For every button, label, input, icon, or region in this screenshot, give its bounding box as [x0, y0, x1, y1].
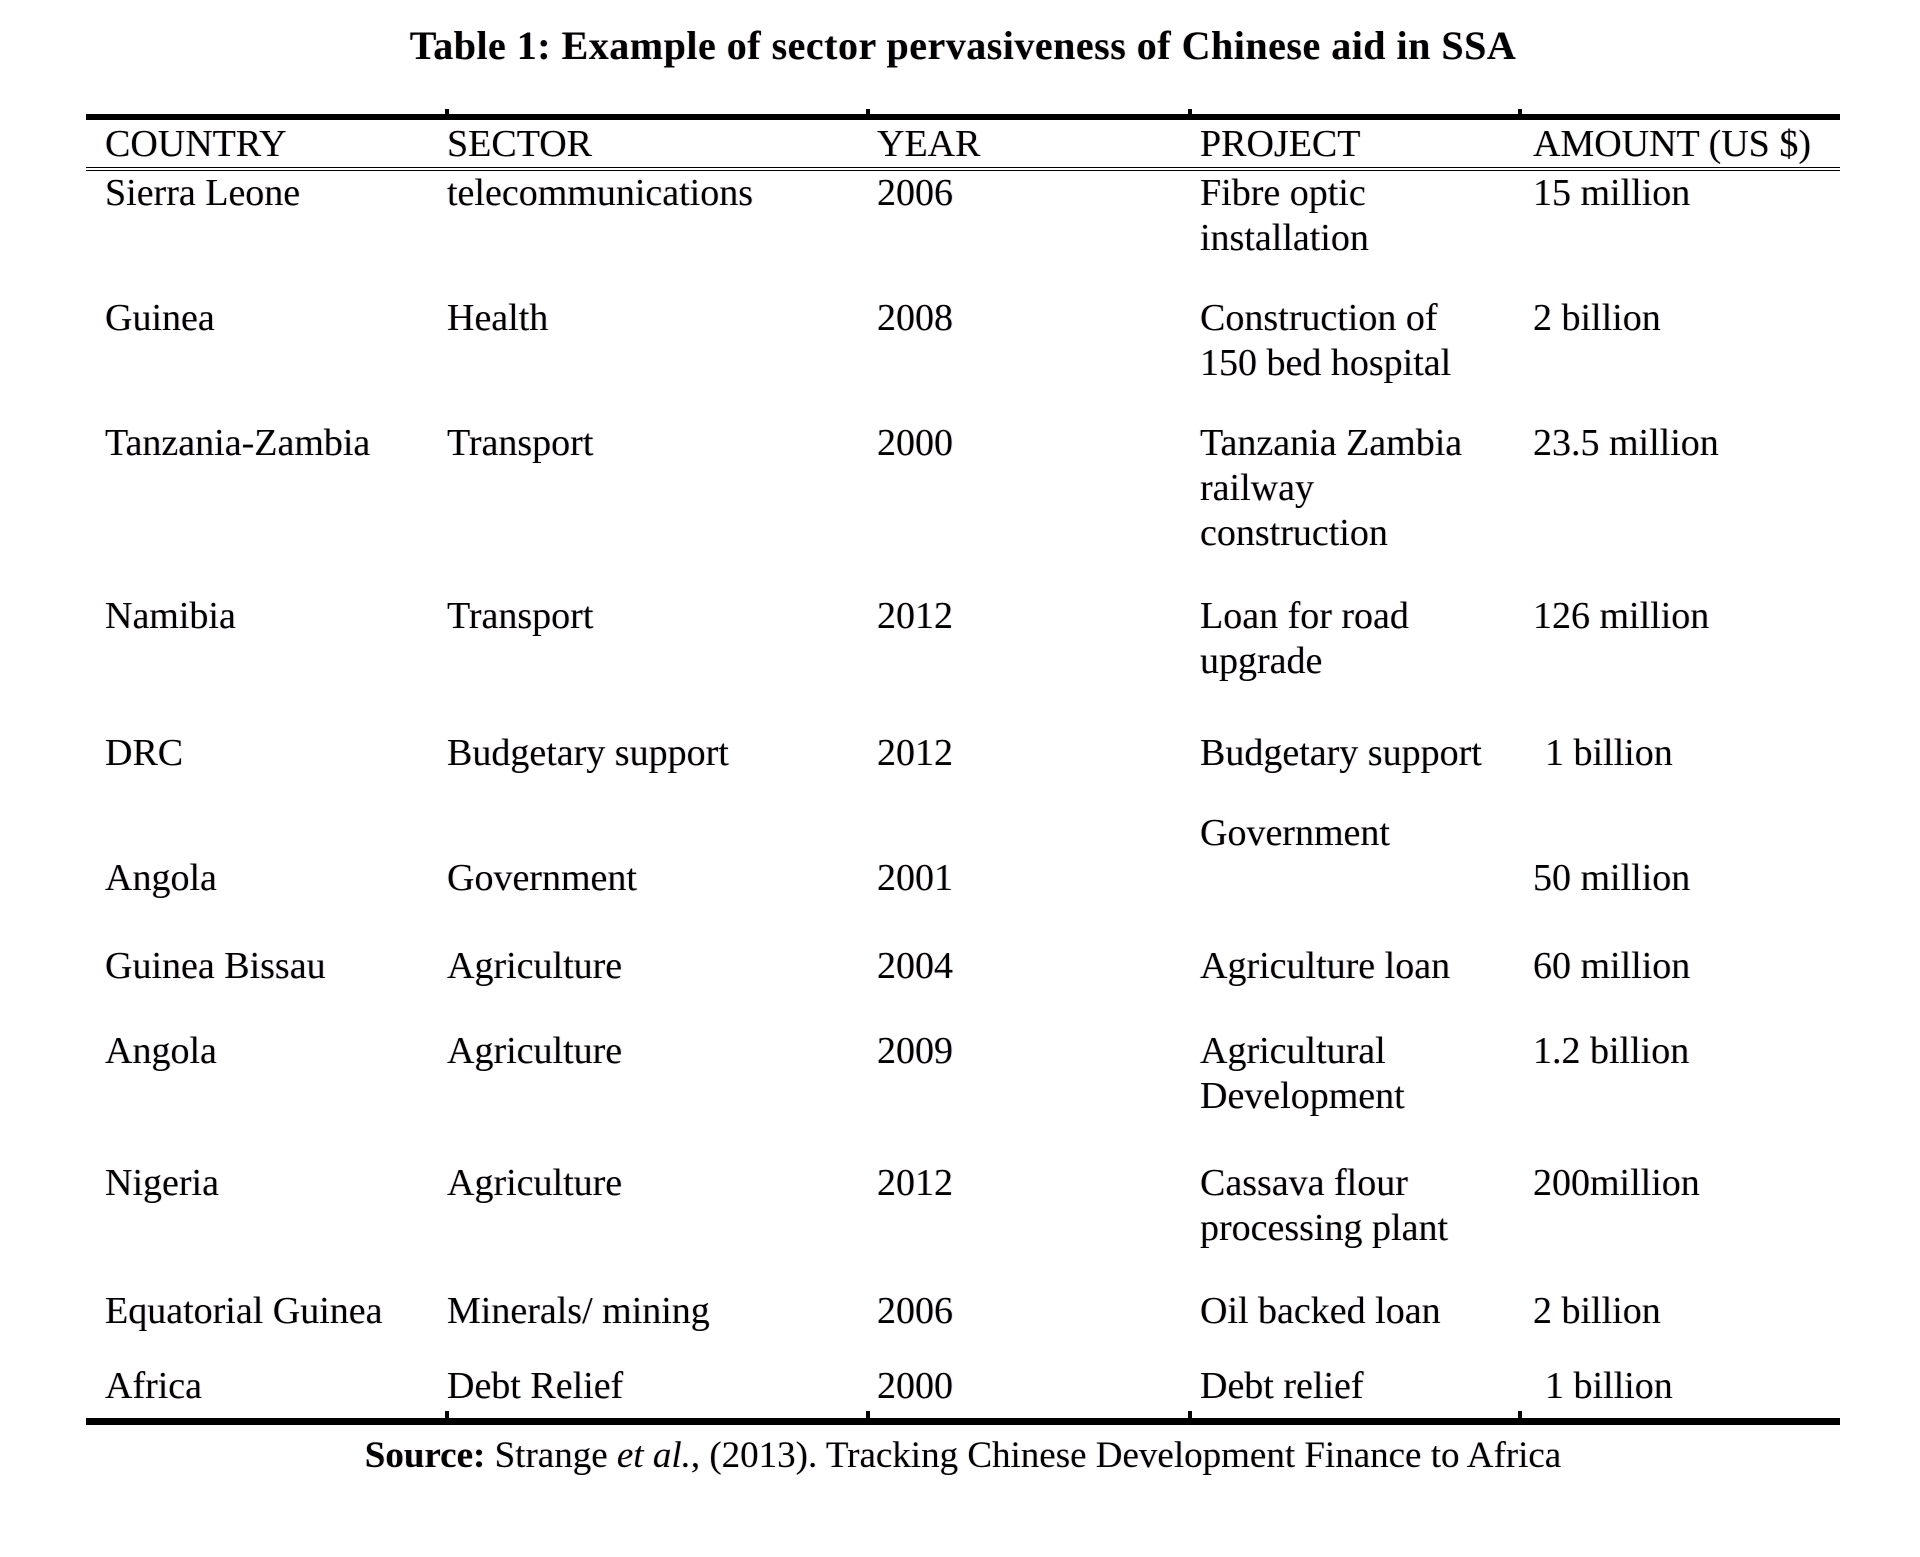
- cell-country: Angola: [105, 857, 217, 899]
- table-row: Namibia Transport 2012 Loan for road upg…: [86, 594, 1840, 731]
- cell-year: 2000: [877, 422, 953, 464]
- cell-country: Namibia: [105, 595, 236, 637]
- cell-amount: 23.5 million: [1533, 422, 1719, 464]
- cell-project: Loan for road upgrade: [1200, 595, 1409, 682]
- cell-amount: 2 billion: [1533, 297, 1661, 339]
- cell-project: Agricultural Development: [1200, 1030, 1405, 1117]
- cell-amount: 15 million: [1533, 172, 1691, 214]
- cell-country: DRC: [105, 732, 184, 774]
- cell-amount: 60 million: [1533, 945, 1691, 987]
- cell-country: Guinea Bissau: [105, 945, 326, 987]
- column-boundary-tick: [866, 1410, 870, 1419]
- table-row: Equatorial Guinea Minerals/ mining 2006 …: [86, 1289, 1840, 1364]
- aid-table-container: COUNTRY SECTOR YEAR PROJECT AMOUNT (US $…: [86, 109, 1840, 1425]
- cell-amount: 1.2 billion: [1533, 1030, 1690, 1072]
- source-label: Source:: [364, 1434, 486, 1476]
- source-note: Source: Strange et al., (2013). Tracking…: [86, 1433, 1840, 1478]
- cell-amount: 200million: [1533, 1162, 1700, 1204]
- source-rest: , (2013). Tracking Chinese Development F…: [690, 1434, 1562, 1476]
- aid-table: COUNTRY SECTOR YEAR PROJECT AMOUNT (US $…: [86, 114, 1840, 1425]
- cell-year: 2012: [877, 595, 953, 637]
- cell-year: 2008: [877, 297, 953, 339]
- cell-project-text: Government: [1200, 812, 1390, 854]
- cell-project: Oil backed loan: [1200, 1290, 1441, 1332]
- source-etal: et al.: [616, 1434, 691, 1476]
- cell-amount: 1 billion: [1545, 1365, 1673, 1407]
- column-boundary-tick: [1518, 109, 1522, 116]
- cell-sector: Health: [447, 297, 549, 339]
- column-boundary-tick: [1188, 109, 1192, 116]
- cell-sector: Transport: [447, 595, 594, 637]
- cell-country: Africa: [105, 1365, 203, 1407]
- table-row: DRC Budgetary support 2012 Budgetary sup…: [86, 731, 1840, 856]
- table-row: Angola Agriculture 2009 Agricultural Dev…: [86, 1029, 1840, 1161]
- cell-year: 2004: [877, 945, 953, 987]
- cell-year: 2006: [877, 172, 953, 214]
- cell-year: 2012: [877, 1162, 953, 1204]
- header-amount: AMOUNT (US $): [1533, 117, 1840, 171]
- table-row: Nigeria Agriculture 2012 Cassava flour p…: [86, 1161, 1840, 1289]
- column-boundary-tick: [445, 109, 449, 116]
- cell-sector: Agriculture: [447, 1030, 623, 1072]
- cell-amount: 1 billion: [1545, 732, 1673, 774]
- column-boundary-tick: [866, 109, 870, 116]
- table-row: Angola Government 2001 Government 50 mil…: [86, 812, 1840, 944]
- header-sector: SECTOR: [447, 117, 877, 171]
- cell-project: Cassava flour processing plant: [1200, 1162, 1449, 1249]
- column-boundary-tick: [445, 1410, 449, 1419]
- table-row: Guinea Health 2008 Construction of 150 b…: [86, 296, 1840, 421]
- cell-country: Nigeria: [105, 1162, 219, 1204]
- source-author: Strange: [485, 1434, 617, 1476]
- cell-country: Guinea: [105, 297, 215, 339]
- table-row: Africa Debt Relief 2000 Debt relief 1 bi…: [86, 1364, 1840, 1421]
- cell-amount: 50 million: [1533, 857, 1691, 899]
- cell-year: 2012: [877, 732, 953, 774]
- cell-project: Tanzania Zambia railway construction: [1200, 422, 1463, 554]
- cell-year: 2000: [877, 1365, 953, 1407]
- cell-sector: Agriculture: [447, 1162, 623, 1204]
- cell-sector: Debt Relief: [447, 1365, 624, 1407]
- cell-amount: 126 million: [1533, 595, 1710, 637]
- cell-project: Budgetary support: [1200, 732, 1482, 774]
- cell-project: Government: [1200, 812, 1533, 944]
- cell-sector: telecommunications: [447, 172, 754, 214]
- header-country: COUNTRY: [86, 117, 447, 171]
- cell-project: Debt relief: [1200, 1365, 1364, 1407]
- cell-amount: 2 billion: [1533, 1290, 1661, 1332]
- page-title: Table 1: Example of sector pervasiveness…: [409, 23, 1517, 68]
- table-row: Sierra Leone telecommunications 2006 Fib…: [86, 169, 1840, 296]
- cell-sector: Transport: [447, 422, 594, 464]
- cell-year: 2001: [877, 857, 953, 899]
- cell-year: 2009: [877, 1030, 953, 1072]
- cell-sector: Budgetary support: [447, 732, 729, 774]
- header-row: COUNTRY SECTOR YEAR PROJECT AMOUNT (US $…: [86, 117, 1840, 171]
- cell-project: Fibre optic installation: [1200, 172, 1369, 259]
- header-project: PROJECT: [1200, 117, 1533, 171]
- cell-sector: Minerals/ mining: [447, 1290, 710, 1332]
- column-boundary-tick: [1518, 1410, 1522, 1419]
- cell-project: Agriculture loan: [1200, 945, 1451, 987]
- table-row: Tanzania-Zambia Transport 2000 Tanzania …: [86, 421, 1840, 594]
- cell-country: Angola: [105, 1030, 217, 1072]
- cell-country: Sierra Leone: [105, 172, 301, 214]
- cell-project: Construction of 150 bed hospital: [1200, 297, 1452, 384]
- header-year: YEAR: [877, 117, 1200, 171]
- cell-country: Equatorial Guinea: [105, 1290, 383, 1332]
- cell-sector: Agriculture: [447, 945, 623, 987]
- cell-country: Tanzania-Zambia: [105, 422, 371, 464]
- table-row: Guinea Bissau Agriculture 2004 Agricultu…: [86, 944, 1840, 1029]
- cell-year: 2006: [877, 1290, 953, 1332]
- cell-sector: Government: [447, 857, 637, 899]
- column-boundary-tick: [1188, 1410, 1192, 1419]
